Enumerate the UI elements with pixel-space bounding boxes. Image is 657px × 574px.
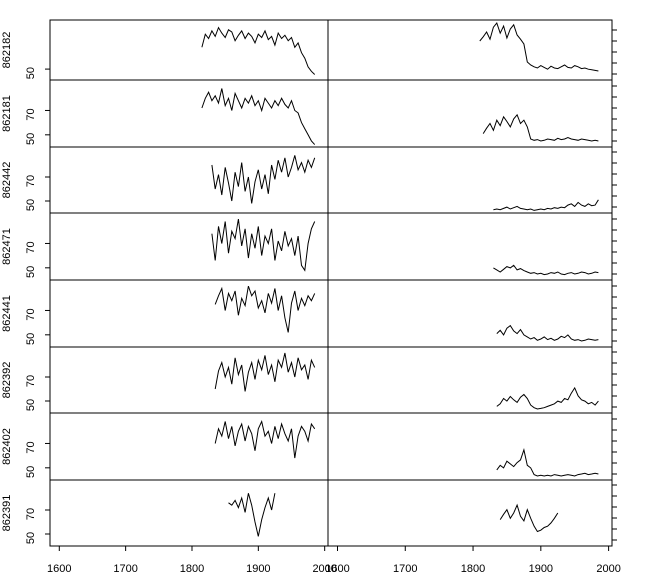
y-tick-label: 70	[25, 108, 37, 120]
panel-frame	[49, 146, 329, 214]
series-line	[482, 113, 599, 142]
series-line	[493, 199, 599, 211]
y-tick-label: 70	[25, 441, 37, 453]
series-line	[499, 503, 559, 533]
panel-frame	[49, 479, 329, 547]
series-line	[214, 285, 316, 333]
x-tick-label: 1600	[47, 563, 71, 574]
y-tick-label: 70	[25, 308, 37, 320]
x-tick-label: 1700	[393, 563, 417, 574]
panel-frame	[49, 79, 329, 148]
y-tick-label: 50	[25, 266, 37, 278]
x-tick-label: 1900	[246, 563, 270, 574]
y-axis-label: 862441	[1, 295, 13, 332]
x-tick-label: 2000	[312, 563, 336, 574]
panel-frame	[49, 212, 329, 281]
series-line	[214, 419, 316, 459]
y-tick-label: 50	[25, 199, 37, 211]
x-tick-label: 2000	[596, 563, 620, 574]
y-tick-label: 70	[25, 375, 37, 387]
y-tick-label: 50	[25, 532, 37, 544]
series-line	[201, 88, 316, 145]
y-axis-label: 862391	[1, 495, 13, 532]
x-tick-label: 1800	[461, 563, 485, 574]
series-line	[479, 21, 599, 72]
y-axis-label: 862181	[1, 95, 13, 132]
series-line	[211, 219, 316, 272]
panel-frame	[49, 279, 329, 348]
panel-frame	[327, 479, 613, 547]
y-tick-label: 70	[25, 241, 37, 253]
x-tick-label: 1600	[325, 563, 349, 574]
x-tick-label: 1900	[529, 563, 553, 574]
y-tick-label: 70	[25, 508, 37, 520]
y-axis-label: 862182	[1, 32, 13, 69]
panel-frame	[327, 79, 613, 148]
y-axis-label: 862442	[1, 162, 13, 199]
y-axis-label: 862392	[1, 362, 13, 399]
panel-frame	[327, 19, 613, 81]
panel-frame	[327, 212, 613, 281]
series-line	[496, 448, 599, 477]
y-tick-label: 70	[25, 175, 37, 187]
series-line	[496, 386, 599, 410]
series-line	[211, 155, 316, 204]
panel-frame	[49, 19, 329, 81]
y-tick-label: 50	[25, 466, 37, 478]
series-line	[201, 26, 316, 75]
y-tick-label: 50	[25, 133, 37, 145]
series-line	[214, 352, 316, 392]
series-line	[228, 493, 276, 537]
series-line	[493, 264, 599, 276]
panel-frame	[327, 346, 613, 414]
series-line	[496, 324, 599, 342]
panel-frame	[327, 146, 613, 214]
y-tick-label: 50	[25, 399, 37, 411]
x-tick-label: 1700	[113, 563, 137, 574]
y-axis-label: 862402	[1, 428, 13, 465]
x-tick-label: 1800	[180, 563, 204, 574]
panel-frame	[49, 346, 329, 414]
panel-frame	[327, 412, 613, 481]
y-tick-label: 50	[25, 333, 37, 345]
y-tick-label: 50	[25, 67, 37, 79]
y-axis-label: 862471	[1, 228, 13, 265]
panel-frame	[49, 412, 329, 481]
